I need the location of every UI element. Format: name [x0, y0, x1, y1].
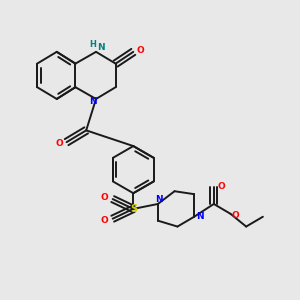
- Text: N: N: [196, 212, 203, 221]
- Text: S: S: [130, 204, 137, 214]
- Text: O: O: [101, 216, 109, 225]
- Text: O: O: [101, 193, 109, 202]
- Text: N: N: [89, 98, 97, 106]
- Text: N: N: [98, 43, 105, 52]
- Text: N: N: [155, 195, 163, 204]
- Text: O: O: [232, 211, 240, 220]
- Text: O: O: [217, 182, 225, 191]
- Text: H: H: [90, 40, 97, 49]
- Text: O: O: [56, 139, 64, 148]
- Text: O: O: [137, 46, 145, 55]
